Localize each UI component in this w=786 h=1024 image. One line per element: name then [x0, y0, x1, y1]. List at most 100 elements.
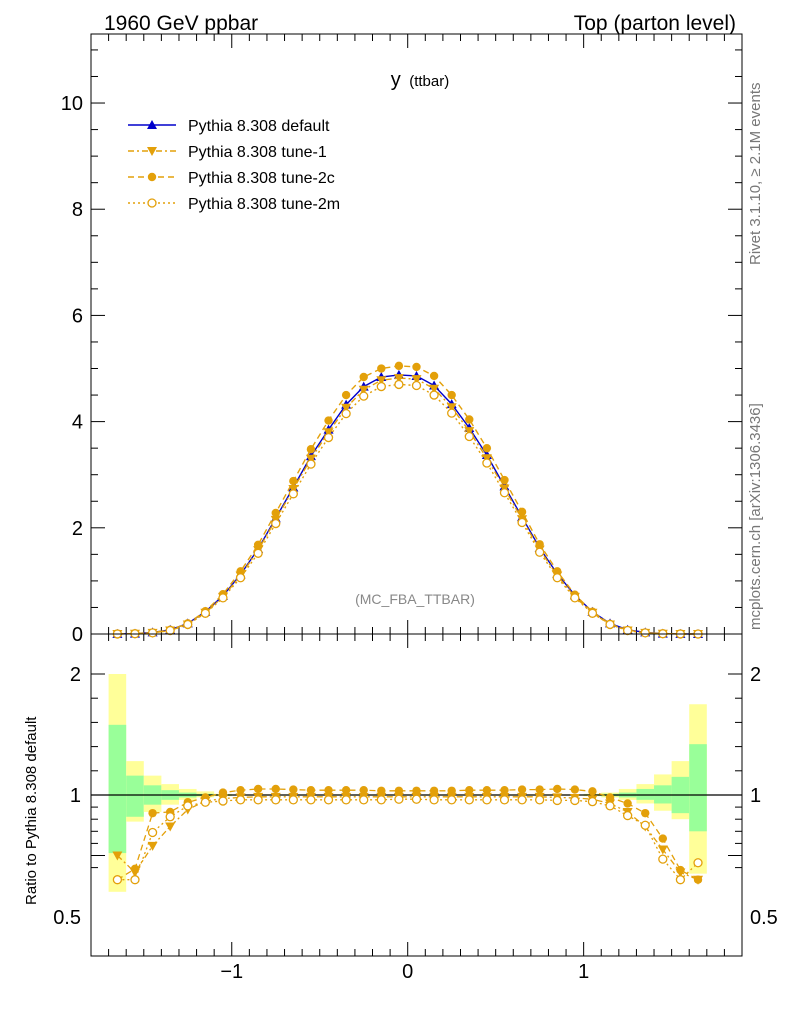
ratio-point	[535, 795, 545, 805]
ratio-point	[165, 812, 175, 822]
ratio-ytick-label: 2	[70, 664, 81, 686]
data-point	[500, 475, 509, 485]
data-point	[323, 428, 334, 438]
data-point	[446, 403, 457, 413]
data-point	[253, 540, 263, 549]
ratio-point	[623, 799, 632, 808]
ratio-point	[271, 795, 281, 805]
data-point	[517, 517, 527, 528]
data-point	[359, 391, 369, 401]
legend-marker	[147, 120, 157, 129]
ratio-xtick-label: 0	[402, 961, 413, 983]
ratio-ytick-label-right: 1	[750, 785, 761, 807]
legend: Pythia 8.308 default Pythia 8.308 tune-1 P…	[128, 118, 340, 213]
ratio-point	[482, 785, 492, 795]
ratio-ytick-label: 0.5	[53, 907, 81, 929]
data-point	[394, 379, 404, 390]
data-point	[271, 518, 281, 529]
data-point	[236, 567, 245, 576]
ratio-point	[693, 858, 703, 868]
band-inner	[126, 775, 144, 817]
series-line-tune-1	[117, 377, 699, 635]
ratio-point	[341, 795, 351, 805]
ratio-line-tune-2	[117, 788, 699, 881]
data-point	[305, 454, 316, 464]
ratio-point	[676, 865, 685, 875]
data-point	[429, 371, 439, 381]
data-point	[235, 573, 246, 583]
ratio-axis-ticks: 2 2 1 1 0.5 0.5 −1 0 1	[53, 634, 778, 983]
data-point	[622, 625, 633, 636]
data-point	[271, 508, 280, 518]
data-point	[535, 547, 545, 557]
data-point	[482, 458, 492, 468]
data-point	[394, 361, 404, 371]
ratio-point	[323, 795, 334, 805]
data-point	[570, 593, 580, 603]
ratio-xtick-label: −1	[220, 961, 243, 983]
plot-title-main: y	[391, 69, 401, 91]
ratio-point	[218, 796, 228, 806]
data-point	[464, 431, 474, 442]
ratio-point	[412, 786, 421, 795]
ratio-point	[658, 854, 668, 864]
legend-marker	[147, 198, 157, 208]
legend-label: Pythia 8.308 tune-1	[188, 144, 327, 161]
ratio-point	[675, 875, 686, 885]
data-point	[376, 381, 386, 392]
ratio-point	[622, 810, 633, 821]
ratio-point	[658, 834, 668, 843]
data-point	[341, 390, 351, 400]
ratio-point	[552, 795, 562, 806]
ratio-point	[500, 785, 509, 795]
ratio-point	[341, 785, 351, 795]
data-point	[411, 375, 422, 385]
ratio-ytick-label-right: 2	[750, 664, 761, 686]
ratio-xtick-label: 1	[578, 961, 589, 983]
main-ytick-label: 10	[61, 93, 83, 115]
ratio-panel: 2 2 1 1 0.5 0.5 −1 0 1 Ratio to Pythia 8.308 def…	[23, 633, 778, 983]
ratio-point	[587, 797, 598, 807]
legend-marker	[147, 147, 157, 156]
ratio-point	[200, 797, 211, 807]
legend-marker	[147, 172, 157, 182]
ratio-point	[147, 827, 158, 838]
ratio-point	[570, 795, 580, 806]
ratio-point	[570, 785, 580, 794]
series-line-default	[117, 374, 699, 635]
ratio-point	[411, 794, 422, 804]
data-point	[289, 476, 298, 486]
header-left: 1960 GeV ppbar	[104, 12, 258, 35]
data-point	[377, 364, 386, 373]
data-point	[359, 372, 368, 382]
data-point	[553, 567, 562, 576]
ratio-point	[517, 795, 527, 805]
data-point	[552, 573, 562, 583]
ratio-series-group	[112, 784, 704, 885]
main-ytick-label: 8	[72, 199, 83, 221]
ratio-point	[376, 795, 386, 805]
data-point	[341, 403, 352, 413]
main-axis-ticks: 0 2 4 6 8 10	[61, 34, 743, 646]
data-point	[358, 385, 369, 395]
data-point	[587, 608, 598, 618]
ratio-point	[288, 795, 298, 805]
ratio-point	[394, 794, 404, 804]
data-point	[605, 619, 615, 630]
ratio-ytick-label-right: 0.5	[750, 907, 778, 929]
ratio-point	[147, 841, 158, 851]
ratio-point	[271, 784, 280, 794]
ratio-point	[359, 795, 369, 805]
data-point	[465, 415, 474, 424]
data-point	[411, 380, 422, 391]
ratio-point	[394, 786, 404, 795]
data-point	[376, 376, 387, 386]
main-ytick-label: 6	[72, 305, 83, 327]
ratio-point	[588, 787, 597, 796]
ratio-point	[447, 795, 457, 805]
ratio-point	[253, 784, 263, 794]
ratio-point	[289, 785, 298, 794]
band-inner	[689, 744, 707, 832]
ratio-point	[465, 785, 474, 795]
header-right: Top (parton level)	[574, 12, 736, 35]
